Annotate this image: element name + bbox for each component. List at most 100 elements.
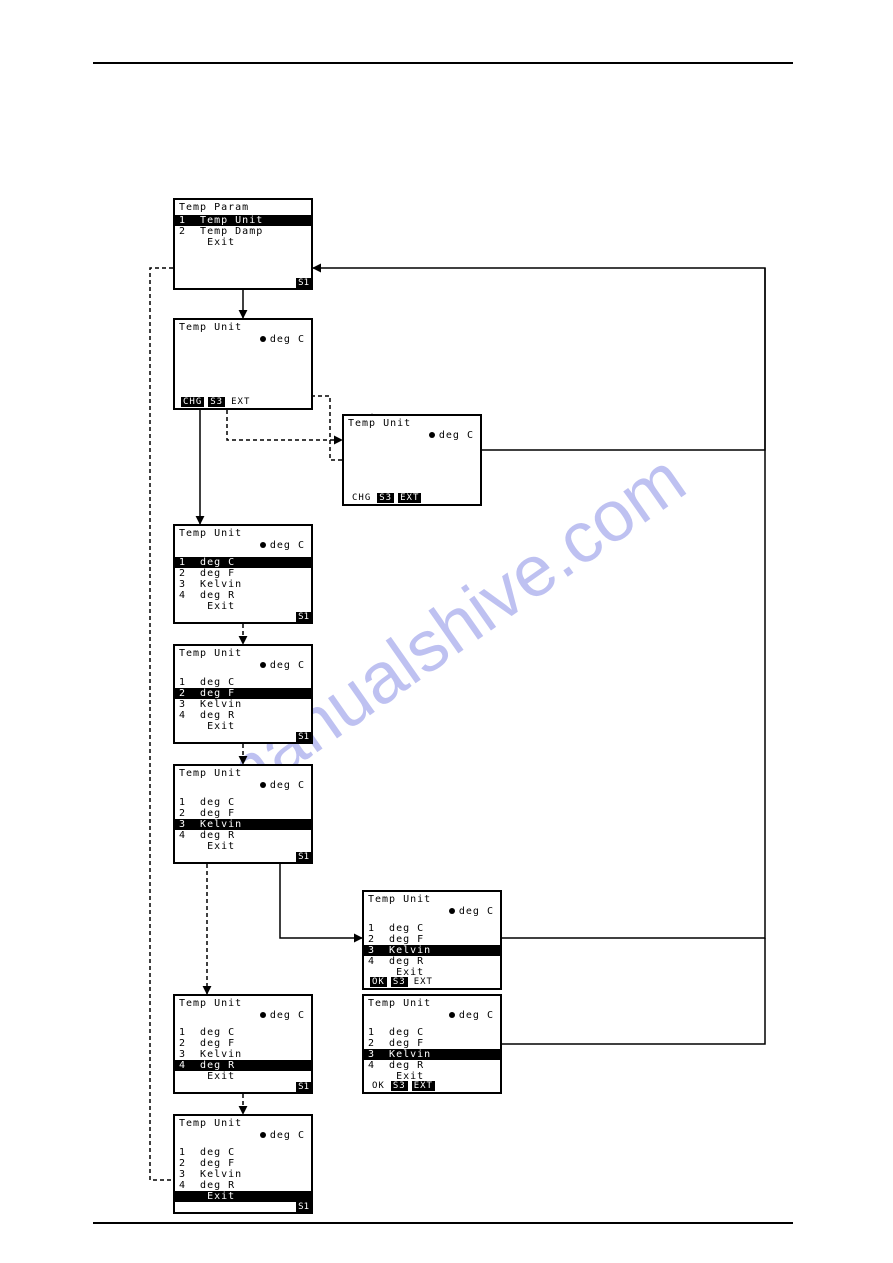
current-unit-label: deg C <box>270 1130 305 1141</box>
menu-item[interactable]: 3 Kelvin <box>175 699 311 710</box>
menu-item[interactable]: 4 deg R <box>364 1060 500 1071</box>
menu-item[interactable]: 3 Kelvin <box>175 1049 311 1060</box>
menu-item[interactable]: 1 Temp Unit <box>175 215 311 226</box>
footer-segment[interactable]: S3 <box>208 397 225 407</box>
menu-item[interactable]: 2 deg F <box>364 934 500 945</box>
menu-item[interactable]: 1 deg C <box>175 797 311 808</box>
menu-item[interactable]: 2 deg F <box>175 1158 311 1169</box>
menu-item[interactable]: 1 deg C <box>175 677 311 688</box>
current-value: deg C <box>260 540 305 551</box>
menu-item[interactable]: 3 Kelvin <box>175 579 311 590</box>
screen-box: Temp Param1 Temp Unit2 Temp Damp ExitS1 <box>173 198 313 290</box>
menu-item[interactable]: 3 Kelvin <box>175 819 311 830</box>
bottom-rule <box>93 1222 793 1224</box>
s1-badge: S1 <box>296 1202 311 1212</box>
footer-segment[interactable]: CHG <box>181 397 204 407</box>
menu-item[interactable]: 1 deg C <box>364 1027 500 1038</box>
bullet-icon <box>429 432 435 438</box>
menu-item[interactable]: Exit <box>175 601 311 612</box>
menu-item[interactable]: Exit <box>175 237 311 248</box>
footer-segment[interactable]: S3 <box>391 1081 408 1091</box>
connector <box>502 268 765 938</box>
screen-box: Temp Unitdeg CCHGS3EXT <box>173 318 313 410</box>
menu-item[interactable]: 1 deg C <box>364 923 500 934</box>
menu-item[interactable]: 4 deg R <box>175 830 311 841</box>
menu-item[interactable]: 1 deg C <box>175 557 311 568</box>
menu-item[interactable]: 3 Kelvin <box>364 945 500 956</box>
box-title: Temp Param <box>175 200 311 215</box>
connector <box>502 938 765 1044</box>
menu-item[interactable]: 4 deg R <box>364 956 500 967</box>
screen-box: Temp Unitdeg C1 deg C2 deg F3 Kelvin4 de… <box>173 764 313 864</box>
screen-box: Temp Unitdeg C 1 deg C2 deg F3 Kelvin4 de… <box>362 890 502 990</box>
footer-segment[interactable]: OK <box>370 977 387 987</box>
page-root: manualshive.com Temp Param1 Temp Unit2 T… <box>0 0 893 1263</box>
bullet-icon <box>260 542 266 548</box>
screen-box: Temp Unitdeg C 1 deg C2 deg F3 Kelvin4 de… <box>173 994 313 1094</box>
footer-segment[interactable]: EXT <box>412 1081 435 1091</box>
screen-box: Temp Unitdeg C1 deg C2 deg F3 Kelvin4 de… <box>362 994 502 1094</box>
current-unit-label: deg C <box>459 906 494 917</box>
box-title: Temp Unit <box>175 646 311 661</box>
current-value: deg C <box>260 334 305 345</box>
bullet-icon <box>449 1012 455 1018</box>
menu-item[interactable]: Exit <box>175 1071 311 1082</box>
menu-item[interactable]: 2 deg F <box>175 1038 311 1049</box>
menu-item[interactable]: 3 Kelvin <box>364 1049 500 1060</box>
menu-item[interactable]: 4 deg R <box>175 1060 311 1071</box>
menu-item[interactable]: 3 Kelvin <box>175 1169 311 1180</box>
bullet-icon <box>260 1012 266 1018</box>
menu-item[interactable]: Exit <box>175 1191 311 1202</box>
footer-segment[interactable]: S3 <box>377 493 394 503</box>
menu-item[interactable]: 2 deg F <box>175 688 311 699</box>
menu-item[interactable]: 2 deg F <box>175 808 311 819</box>
footer-segment[interactable]: EXT <box>398 493 421 503</box>
current-unit-label: deg C <box>439 430 474 441</box>
footer-row: CHG S3 EXT <box>344 492 480 504</box>
menu-item[interactable]: 2 deg F <box>364 1038 500 1049</box>
current-value: deg C <box>449 1010 494 1021</box>
footer-row: OK S3 EXT <box>364 1080 500 1092</box>
menu-item[interactable]: 4 deg R <box>175 1180 311 1191</box>
current-value: deg C <box>260 1010 305 1021</box>
footer-segment[interactable]: EXT <box>412 977 435 987</box>
box-title: Temp Unit <box>175 996 311 1011</box>
box-title: Temp Unit <box>364 892 500 907</box>
menu-item[interactable]: 4 deg R <box>175 710 311 721</box>
bullet-icon <box>260 1132 266 1138</box>
connector <box>280 864 362 938</box>
menu-item[interactable]: 4 deg R <box>175 590 311 601</box>
menu-item[interactable]: 1 deg C <box>175 1027 311 1038</box>
screen-box: Temp Unitdeg C1 deg C2 deg F3 Kelvin4 de… <box>173 1114 313 1214</box>
current-unit-label: deg C <box>270 660 305 671</box>
bullet-icon <box>260 336 266 342</box>
menu-item[interactable]: Exit <box>175 721 311 732</box>
connector <box>227 410 342 440</box>
screen-box: Temp Unitdeg C CHG S3 EXT <box>342 414 482 506</box>
current-unit-label: deg C <box>459 1010 494 1021</box>
box-title: Temp Unit <box>344 416 480 431</box>
current-unit-label: deg C <box>270 334 305 345</box>
current-unit-label: deg C <box>270 780 305 791</box>
current-unit-label: deg C <box>270 1010 305 1021</box>
footer-segment[interactable]: OK <box>370 1081 387 1091</box>
menu-item[interactable]: 2 Temp Damp <box>175 226 311 237</box>
current-unit-label: deg C <box>270 540 305 551</box>
bullet-icon <box>449 908 455 914</box>
s1-badge: S1 <box>296 732 311 742</box>
bullet-icon <box>260 662 266 668</box>
connector <box>150 268 173 1180</box>
top-rule <box>93 62 793 64</box>
footer-segment[interactable]: CHG <box>350 493 373 503</box>
current-value: deg C <box>260 660 305 671</box>
footer-segment[interactable]: EXT <box>229 397 252 407</box>
menu-item[interactable]: Exit <box>175 841 311 852</box>
current-value: deg C <box>260 1130 305 1141</box>
menu-item[interactable]: 1 deg C <box>175 1147 311 1158</box>
menu-item[interactable]: 2 deg F <box>175 568 311 579</box>
screen-box: Temp Unitdeg C 1 deg C2 deg F3 Kelvin4 de… <box>173 644 313 744</box>
footer-segment[interactable]: S3 <box>391 977 408 987</box>
bullet-icon <box>260 782 266 788</box>
box-title: Temp Unit <box>175 526 311 541</box>
current-value: deg C <box>449 906 494 917</box>
